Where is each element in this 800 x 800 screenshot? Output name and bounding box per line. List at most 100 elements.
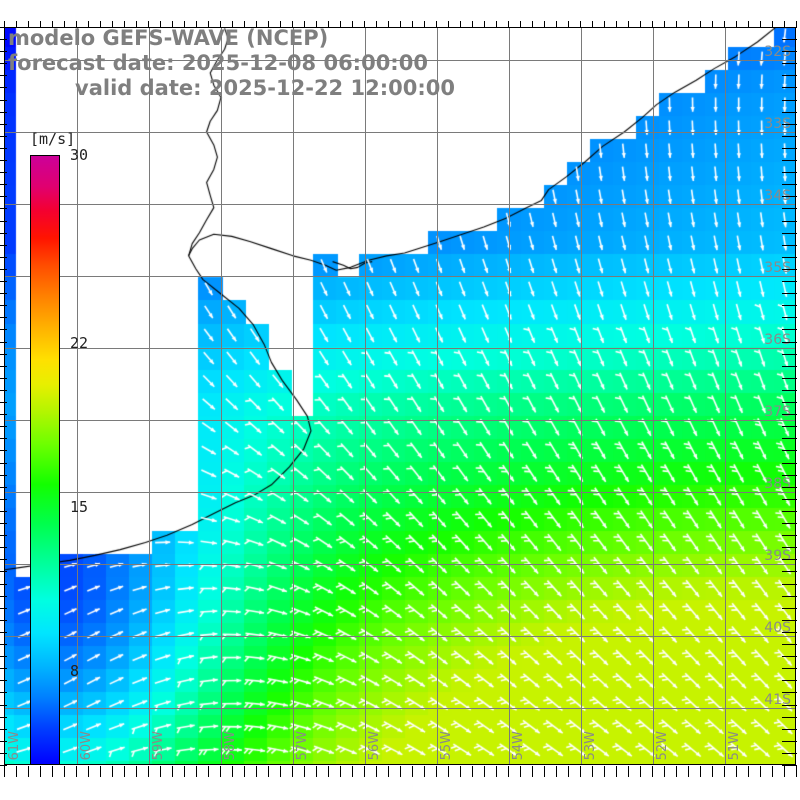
axis-tick [0, 51, 7, 52]
axis-tick [664, 21, 665, 27]
axis-tick [448, 766, 449, 777]
axis-tick [0, 620, 7, 621]
axis-tick [0, 342, 7, 343]
axis-tick [772, 766, 773, 777]
right-axis-ticks [781, 27, 797, 766]
axis-tick [148, 21, 149, 27]
axis-tick [0, 402, 7, 403]
axis-tick [0, 87, 7, 88]
axis-tick [532, 766, 533, 777]
latitude-tick-label: 36S [764, 332, 791, 348]
graticule-parallel [5, 708, 795, 709]
axis-tick [292, 21, 293, 27]
axis-tick [256, 766, 257, 777]
axis-tick [748, 766, 749, 777]
axis-tick [782, 571, 797, 572]
axis-tick [256, 21, 257, 27]
axis-tick [424, 21, 425, 27]
axis-tick [508, 766, 509, 777]
axis-tick [782, 27, 797, 28]
axis-tick [782, 281, 797, 282]
colorbar-gradient [30, 155, 60, 765]
graticule-parallel [5, 564, 795, 565]
axis-tick [0, 753, 7, 754]
axis-tick [208, 766, 209, 777]
axis-tick [280, 21, 281, 27]
axis-tick [782, 692, 797, 693]
axis-tick [100, 21, 101, 27]
axis-tick [782, 717, 797, 718]
axis-tick [568, 21, 569, 27]
axis-tick [0, 523, 7, 524]
axis-tick [782, 608, 797, 609]
axis-tick [0, 644, 7, 645]
axis-tick [724, 21, 725, 27]
axis-tick [388, 766, 389, 777]
axis-tick [52, 21, 53, 27]
axis-tick [400, 21, 401, 27]
axis-tick [0, 354, 7, 355]
axis-tick [700, 766, 701, 777]
axis-tick [628, 21, 629, 27]
axis-tick [0, 559, 7, 560]
axis-tick [640, 766, 641, 777]
colorbar-tick-label: 30 [70, 146, 89, 164]
axis-tick [280, 766, 281, 777]
axis-tick [52, 766, 53, 777]
axis-tick [124, 21, 125, 27]
axis-tick [0, 692, 7, 693]
axis-tick [0, 571, 7, 572]
graticule-meridian [77, 28, 78, 764]
axis-tick [784, 766, 785, 777]
axis-tick [736, 766, 737, 777]
axis-tick [782, 741, 797, 742]
axis-tick [472, 21, 473, 27]
graticule-meridian [365, 28, 366, 764]
axis-tick [0, 148, 7, 149]
graticule-meridian [725, 28, 726, 764]
axis-tick [640, 21, 641, 27]
axis-tick [782, 196, 797, 197]
colorbar-unit-label: [m/s] [30, 130, 76, 148]
axis-tick [0, 426, 7, 427]
graticule-parallel [5, 204, 795, 205]
axis-tick [196, 21, 197, 27]
axis-tick [592, 21, 593, 27]
colorbar-tick-label: 22 [70, 333, 89, 352]
axis-tick [0, 196, 7, 197]
axis-tick [782, 487, 797, 488]
axis-tick [782, 620, 797, 621]
axis-tick [782, 656, 797, 657]
bottom-axis-ticks [4, 766, 797, 778]
graticule-parallel [5, 60, 795, 61]
axis-tick [580, 766, 581, 777]
axis-tick [568, 766, 569, 777]
longitude-tick-label: 52W [655, 730, 670, 760]
latitude-tick-label: 39S [764, 548, 791, 564]
colorbar: [m/s] 30 22 15 8 [26, 130, 136, 775]
axis-tick [748, 21, 749, 27]
axis-tick [782, 414, 797, 415]
axis-tick [0, 487, 7, 488]
map-plot-area[interactable]: 61W 60W 59W 58W 57W 56W 55W 54W 53W 52W 51W 32S 33S… [4, 27, 796, 765]
axis-tick [782, 329, 797, 330]
axis-tick [268, 766, 269, 777]
axis-tick [76, 766, 77, 777]
axis-tick [0, 366, 7, 367]
axis-tick [604, 766, 605, 777]
axis-tick [520, 21, 521, 27]
wind-field-layer [5, 28, 795, 764]
axis-tick [0, 547, 7, 548]
axis-tick [76, 21, 77, 27]
axis-tick [0, 329, 7, 330]
axis-tick [0, 499, 7, 500]
axis-tick [4, 766, 5, 777]
axis-tick [64, 766, 65, 777]
axis-tick [0, 305, 7, 306]
axis-tick [0, 257, 7, 258]
axis-tick [0, 184, 7, 185]
axis-tick [400, 766, 401, 777]
axis-tick [208, 21, 209, 27]
axis-tick [0, 608, 7, 609]
axis-tick [782, 547, 797, 548]
